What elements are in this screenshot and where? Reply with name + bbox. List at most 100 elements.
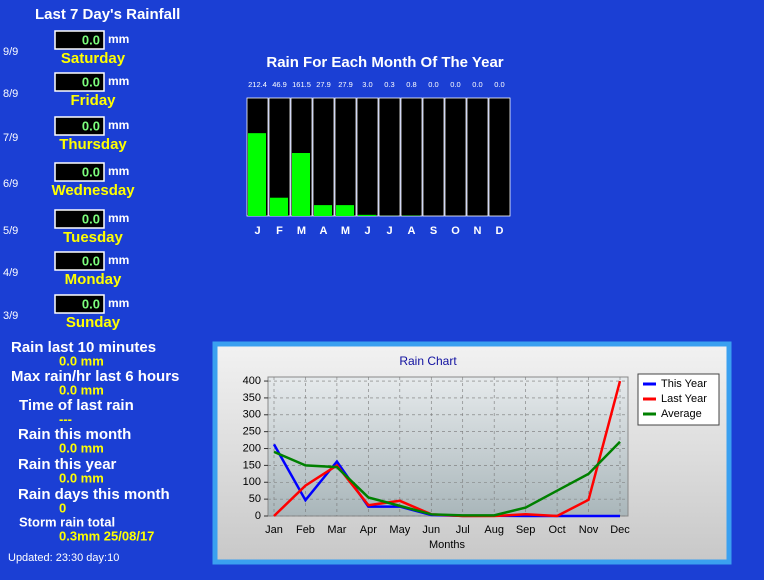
stat-value: 0 — [59, 500, 66, 515]
rainfall-title: Last 7 Day's Rainfall — [35, 6, 180, 23]
value-label: 0.0 — [494, 80, 504, 89]
value-label: 0.8 — [406, 80, 416, 89]
x-tick-label: A — [320, 225, 328, 237]
stat-label: Rain last 10 minutes — [11, 339, 156, 356]
day-value: 0.0 — [82, 74, 100, 89]
day-name: Thursday — [59, 136, 127, 153]
value-box — [54, 72, 105, 92]
unit: mm — [108, 118, 129, 132]
value-label: 212.4 — [248, 80, 267, 89]
value-box — [54, 294, 105, 314]
y-tick-label: 150 — [243, 459, 261, 471]
stat-label: Rain days this month — [18, 486, 170, 503]
stat-value: 0.0 mm — [59, 382, 104, 397]
x-tick-label: May — [389, 524, 410, 536]
x-tick-label: Oct — [549, 524, 566, 536]
stat-value: 0.0 mm — [59, 353, 104, 368]
bar-well — [422, 97, 445, 217]
x-tick-label: Jun — [422, 524, 440, 536]
stat-label: Time of last rain — [19, 397, 134, 414]
value-label: 0.3 — [384, 80, 394, 89]
value-label: 27.9 — [316, 80, 331, 89]
unit: mm — [108, 211, 129, 225]
x-tick-label: Nov — [579, 524, 599, 536]
bar — [270, 197, 288, 216]
day-value: 0.0 — [82, 32, 100, 47]
series-line — [273, 440, 621, 517]
chart-title: Rain For Each Month Of The Year — [266, 54, 503, 71]
x-axis-label: Months — [429, 539, 466, 551]
day-name: Monday — [65, 271, 122, 288]
footer: Updated: 23:30 day:10 — [8, 552, 119, 564]
unit: mm — [108, 32, 129, 46]
y-tick-label: 200 — [243, 442, 261, 454]
x-tick-label: Jul — [456, 524, 470, 536]
x-tick-label: O — [451, 225, 460, 237]
bar-well — [334, 97, 357, 217]
bar-well — [444, 97, 467, 217]
legend-label: This Year — [661, 378, 707, 390]
bar-well — [488, 97, 511, 217]
bar — [292, 153, 310, 216]
bar — [336, 205, 354, 216]
bar — [248, 133, 266, 216]
unit: mm — [108, 74, 129, 88]
legend-label: Last Year — [661, 393, 707, 405]
day-name: Tuesday — [63, 229, 123, 246]
date: 7/9 — [3, 132, 18, 144]
stat-label: Max rain/hr last 6 hours — [11, 368, 179, 385]
date: 3/9 — [3, 310, 18, 322]
day-value: 0.0 — [82, 296, 100, 311]
bar-well — [400, 97, 423, 217]
day-name: Wednesday — [51, 182, 135, 199]
legend-label: Average — [661, 408, 702, 420]
y-tick-label: 0 — [255, 510, 261, 522]
unit: mm — [108, 296, 129, 310]
x-tick-label: Jan — [265, 524, 283, 536]
bar-well — [378, 97, 401, 217]
day-name: Sunday — [66, 314, 121, 331]
stat-value: 0.3mm 25/08/17 — [59, 528, 154, 543]
day-name: Friday — [70, 92, 116, 109]
bar-well — [312, 97, 335, 217]
unit: mm — [108, 253, 129, 267]
x-tick-label: M — [341, 225, 350, 237]
x-tick-label: D — [496, 225, 504, 237]
x-tick-label: J — [386, 225, 392, 237]
date: 4/9 — [3, 267, 18, 279]
x-tick-label: J — [364, 225, 370, 237]
day-value: 0.0 — [82, 211, 100, 226]
x-tick-label: N — [474, 225, 482, 237]
x-tick-label: M — [297, 225, 306, 237]
stat-value: 0.0 mm — [59, 440, 104, 455]
x-tick-label: Aug — [484, 524, 504, 536]
y-tick-label: 50 — [249, 493, 261, 505]
value-label: 27.9 — [338, 80, 353, 89]
value-label: 3.0 — [362, 80, 372, 89]
x-tick-label: Sep — [516, 524, 536, 536]
x-tick-label: A — [408, 225, 416, 237]
stat-label: Rain this month — [18, 426, 131, 443]
day-name: Saturday — [61, 50, 126, 67]
stat-value: --- — [59, 411, 72, 426]
date: 8/9 — [3, 88, 18, 100]
value-box — [54, 162, 105, 182]
x-tick-label: Feb — [296, 524, 315, 536]
x-tick-label: S — [430, 225, 437, 237]
bar-well — [466, 97, 489, 217]
bar — [358, 214, 376, 216]
stat-value: 0.0 mm — [59, 470, 104, 485]
plot-area — [267, 376, 629, 517]
y-tick-label: 350 — [243, 392, 261, 404]
date: 6/9 — [3, 178, 18, 190]
y-tick-label: 100 — [243, 476, 261, 488]
x-tick-label: F — [276, 225, 283, 237]
value-label: 0.0 — [450, 80, 460, 89]
bar-well — [356, 97, 379, 217]
value-box — [54, 30, 105, 50]
day-value: 0.0 — [82, 164, 100, 179]
day-value: 0.0 — [82, 253, 100, 268]
value-label: 0.0 — [472, 80, 482, 89]
